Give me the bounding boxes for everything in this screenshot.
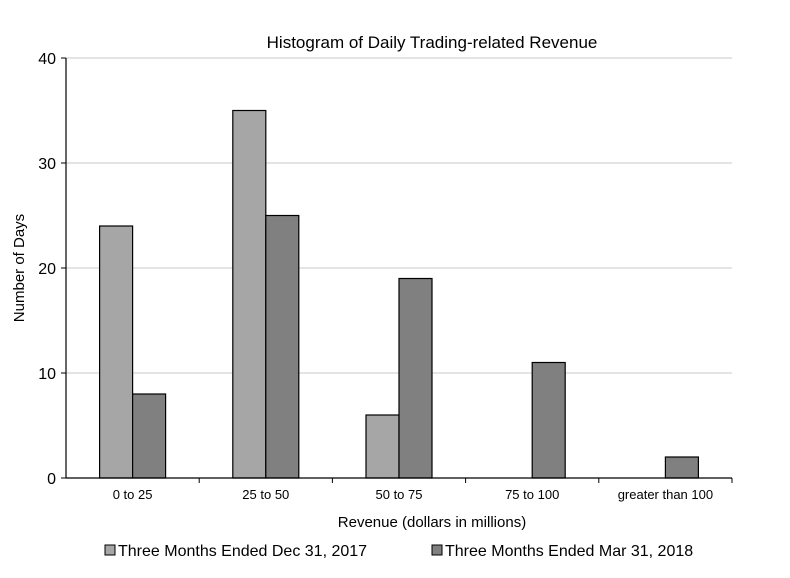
x-tick-label: 50 to 75: [376, 487, 423, 502]
y-tick-label: 30: [38, 156, 56, 173]
y-tick-label: 20: [38, 261, 56, 278]
bar-series-1: [365, 414, 400, 479]
chart-title: Histogram of Daily Trading-related Reven…: [267, 33, 598, 52]
x-tick-label: greater than 100: [618, 487, 713, 502]
bar-series-1: [98, 225, 134, 479]
y-tick-label: 10: [38, 366, 56, 383]
bar-series-2: [664, 456, 700, 479]
x-tick-label: 0 to 25: [113, 487, 153, 502]
x-tick-label: 75 to 100: [505, 487, 559, 502]
x-tick-label: 25 to 50: [242, 487, 289, 502]
bar-series-2: [398, 277, 433, 479]
legend: Three Months Ended Dec 31, 2017 Three Mon…: [104, 543, 693, 560]
y-tick-label: 40: [38, 51, 56, 68]
legend-swatch: [431, 544, 443, 556]
y-tick-labels: 0 10 20 30 40: [38, 51, 56, 488]
bar-series-2: [132, 393, 167, 479]
axes: [61, 57, 733, 483]
bar-series-1: [232, 109, 267, 479]
bar-series-2: [265, 214, 300, 479]
legend-swatch: [104, 544, 116, 556]
x-axis-label: Revenue (dollars in millions): [338, 514, 526, 531]
y-axis-label: Number of Days: [11, 214, 28, 322]
legend-label: Three Months Ended Mar 31, 2018: [445, 543, 693, 560]
bar-series-2: [531, 361, 566, 479]
bars: [98, 109, 700, 479]
x-tick-labels: 0 to 25 25 to 50 50 to 75 75 to 100 greater …: [113, 487, 713, 502]
y-tick-label: 0: [47, 471, 56, 488]
legend-label: Three Months Ended Dec 31, 2017: [118, 543, 367, 560]
